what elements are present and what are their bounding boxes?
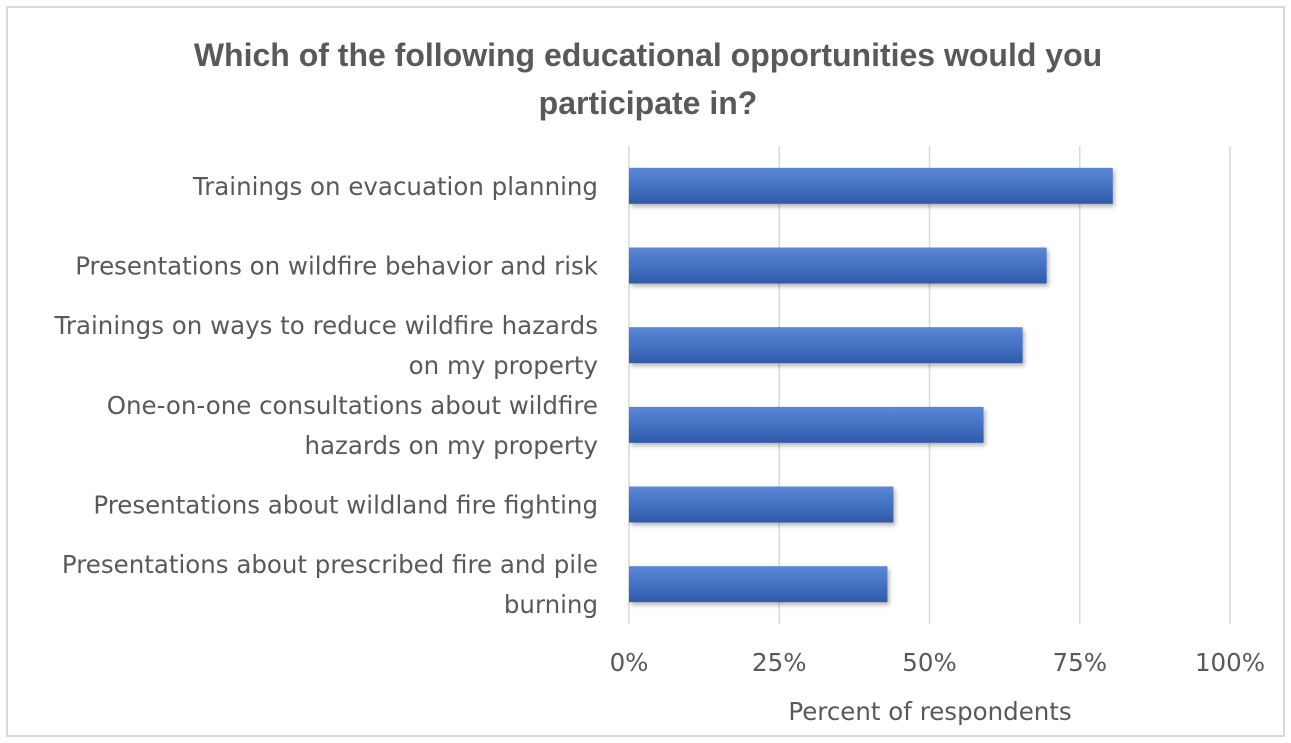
category-label: Presentations about wildland fire fighti…	[93, 491, 598, 520]
x-tick-label: 50%	[902, 648, 956, 677]
x-tick-label: 100%	[1195, 648, 1265, 677]
category-label: Trainings on ways to reduce wildfire haz…	[54, 311, 598, 340]
bar	[629, 327, 1023, 364]
category-labels: Trainings on evacuation planning Presenta…	[54, 172, 599, 619]
x-axis-ticks: 0% 25% 50% 75% 100%	[610, 648, 1265, 677]
x-axis-label: Percent of respondents	[788, 697, 1071, 726]
chart-frame	[6, 6, 1285, 737]
bar	[629, 566, 888, 603]
category-label: Trainings on evacuation planning	[192, 172, 598, 201]
bar	[629, 247, 1047, 284]
bar	[629, 486, 894, 523]
x-tick-label: 25%	[752, 648, 806, 677]
x-tick-label: 0%	[610, 648, 649, 677]
bar	[629, 167, 1113, 204]
category-label: burning	[504, 590, 598, 619]
gridlines	[628, 146, 1231, 624]
chart-title-line: Which of the following educational oppor…	[194, 37, 1102, 73]
bar	[629, 406, 984, 443]
x-tick-label: 75%	[1053, 648, 1107, 677]
category-label: on my property	[409, 351, 598, 380]
category-label: hazards on my property	[305, 431, 599, 460]
chart-title-line: participate in?	[539, 85, 758, 121]
bars	[629, 167, 1113, 603]
category-label: Presentations on wildfire behavior and r…	[75, 252, 599, 281]
chart-title: Which of the following educational oppor…	[194, 37, 1102, 121]
category-label: Presentations about prescribed fire and …	[62, 550, 598, 579]
category-label: One-on-one consultations about wildfire	[107, 391, 598, 420]
